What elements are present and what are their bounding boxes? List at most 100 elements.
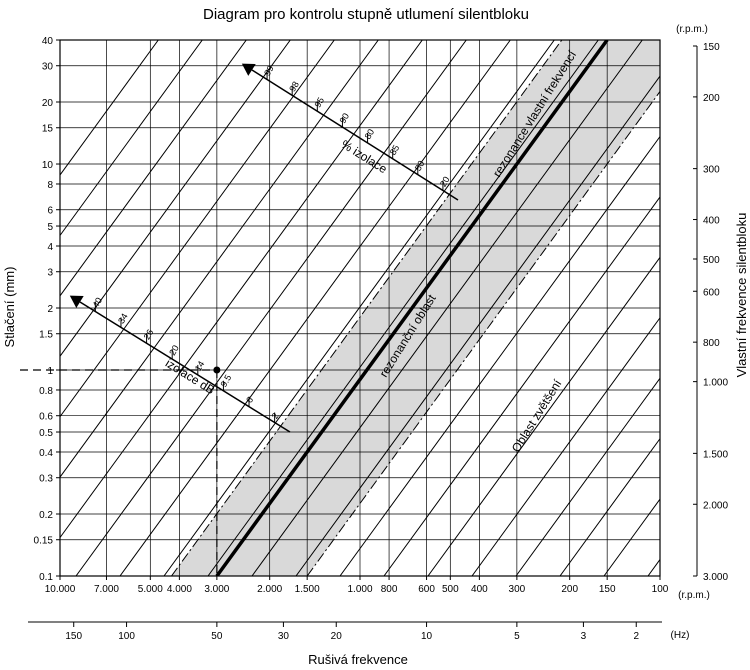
isolation-diagonal	[60, 40, 379, 478]
pct-scale-arrowhead	[241, 63, 256, 76]
y-tick-label: 0.1	[39, 572, 53, 583]
pct-scale-tick-label: 80	[363, 127, 377, 141]
x-tick-label-rpm: 200	[561, 584, 578, 595]
db-scale-tick-label: 20	[167, 343, 181, 357]
y-tick-label: 0.6	[39, 412, 53, 423]
right-tick-label: 150	[703, 42, 720, 53]
isolation-diagonal	[427, 256, 660, 576]
region-left-edge	[171, 40, 563, 576]
y-tick-label: 3	[47, 268, 53, 279]
y-tick-label: 4	[47, 242, 53, 253]
right-tick-label: 600	[703, 287, 720, 298]
pct-scale-tick-label: 99	[262, 64, 276, 78]
hz-tick-label: 10	[421, 631, 433, 642]
bottom-unit-hz: (Hz)	[671, 630, 690, 641]
right-tick-label: 1.500	[703, 449, 728, 460]
x-tick-label-rpm: 1.000	[347, 584, 372, 595]
right-tick-label: 300	[703, 165, 720, 176]
pct-scale-tick-label: 90	[338, 111, 352, 125]
right-tick-label: 1.000	[703, 378, 728, 389]
isolation-diagonal	[251, 40, 643, 576]
db-scale-tick-label: 2	[270, 411, 281, 420]
db-scale-arrowhead	[69, 295, 84, 308]
x-tick-label-rpm: 100	[652, 584, 669, 595]
right-tick-label: 800	[703, 338, 720, 349]
hz-tick-label: 50	[211, 631, 223, 642]
diagram-title: Diagram pro kontrolu stupně utlumení sil…	[203, 6, 529, 23]
hz-tick-label: 20	[331, 631, 343, 642]
y-tick-label: 5	[47, 222, 53, 233]
x-tick-label-rpm: 150	[599, 584, 616, 595]
left-axis-label: Stlačení (mm)	[2, 267, 17, 348]
pct-scale-tick-label: 85	[388, 143, 402, 157]
db-scale-tick-label: 26	[142, 328, 156, 342]
y-tick-label: 10	[42, 160, 54, 171]
pct-scale-axis	[251, 69, 459, 201]
isolation-diagonal	[60, 40, 203, 237]
x-tick-label-rpm: 2.000	[257, 584, 282, 595]
y-tick-label: 0.4	[39, 448, 53, 459]
right-axis-label: Vlastní frekvence silentbloku	[734, 213, 749, 378]
x-tick-label-rpm: 600	[418, 584, 435, 595]
y-tick-label: 20	[42, 98, 54, 109]
x-axis-label: Rušivá frekvence	[308, 652, 408, 667]
isolation-diagonal	[471, 316, 660, 576]
isolation-diagonal	[119, 40, 511, 576]
x-tick-label-rpm: 7.000	[94, 584, 119, 595]
db-scale-tick-label: 14	[193, 359, 207, 373]
x-tick-label-rpm: 4.000	[167, 584, 192, 595]
y-tick-label: 1	[47, 366, 53, 377]
isolation-diagonal	[207, 40, 599, 576]
hz-tick-label: 30	[278, 631, 290, 642]
hz-tick-label: 2	[633, 631, 639, 642]
y-tick-label: 40	[42, 36, 54, 47]
y-tick-label: 30	[42, 62, 54, 73]
x-tick-label-rpm: 400	[471, 584, 488, 595]
y-tick-label: 8	[47, 180, 53, 191]
isolation-diagonal	[383, 196, 660, 576]
isolation-diagonal	[60, 40, 335, 418]
pct-scale-tick-label: 50	[413, 159, 427, 173]
db-scale-label: izolace dB	[163, 356, 217, 397]
isolation-diagonal	[515, 377, 660, 576]
isolation-diagonal	[339, 135, 660, 576]
isolation-diagonal	[60, 40, 247, 297]
diagram-dynamic: 40 30 20 15 10 8 6 5 4 3 2 1.5 1 0.8 0.6 0.5 0.4 0.3 0.2 0.…	[20, 36, 728, 642]
y-tick-label: 0.5	[39, 428, 53, 439]
right-tick-label: 400	[703, 216, 720, 227]
x-tick-label-rpm: 500	[442, 584, 459, 595]
y-tick-label: 0.2	[39, 510, 53, 521]
y-tick-label: 6	[47, 206, 53, 217]
db-scale-tick-label: 9.5	[218, 373, 233, 389]
region-right-edge	[306, 90, 660, 576]
hz-tick-label: 100	[118, 631, 135, 642]
x-tick-label-rpm: 800	[381, 584, 398, 595]
diagonal-lines	[60, 40, 660, 576]
resonance-line	[215, 40, 609, 576]
isolation-diagonal	[163, 40, 555, 576]
plot-border	[59, 39, 661, 577]
hz-tick-label: 150	[65, 631, 82, 642]
db-scale-tick-label: 34	[116, 312, 130, 326]
db-scale-axis	[79, 301, 291, 433]
right-tick-label: 2.000	[703, 500, 728, 511]
right-unit-rpm: (r.p.m.)	[676, 24, 708, 35]
x-tick-label-rpm: 10.000	[45, 584, 76, 595]
isolation-diagonal	[75, 40, 467, 576]
hz-tick-label: 5	[514, 631, 520, 642]
x-tick-label-rpm: 5.000	[138, 584, 163, 595]
example-point	[213, 366, 221, 374]
y-tick-label: 2	[47, 304, 53, 315]
right-tick-label: 500	[703, 255, 720, 266]
db-scale-tick-label: 6	[244, 395, 255, 404]
hz-tick-label: 3	[581, 631, 587, 642]
isolation-diagonal	[295, 75, 660, 576]
bottom-unit-rpm: (r.p.m.)	[678, 590, 710, 601]
y-tick-label: 0.15	[34, 536, 54, 547]
x-tick-label-rpm: 300	[509, 584, 526, 595]
pct-scale-tick-label: 98	[287, 80, 301, 94]
y-tick-label: 0.8	[39, 386, 53, 397]
y-tick-label: 1.5	[39, 330, 53, 341]
x-tick-label-rpm: 1.500	[295, 584, 320, 595]
